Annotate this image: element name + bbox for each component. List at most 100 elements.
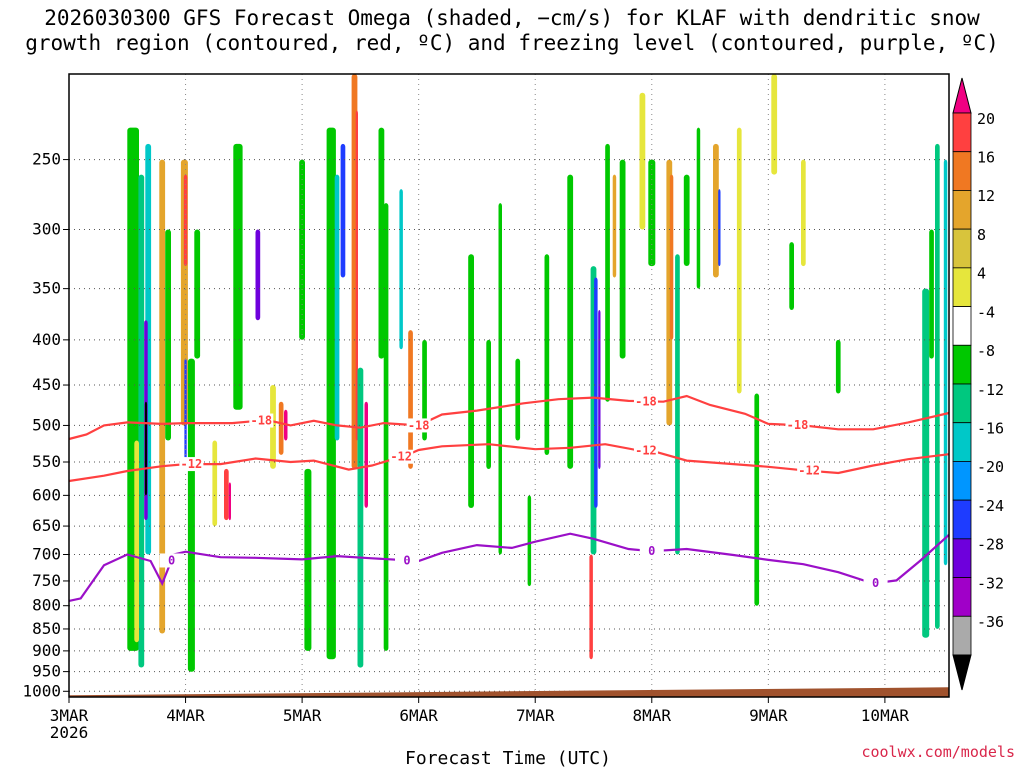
omega-streak-23: [326, 127, 336, 660]
y-tick-label-800: 800: [32, 596, 61, 615]
colorbar-swatch-3: [952, 190, 972, 230]
colorbar-label-0: 20: [977, 110, 995, 128]
colorbar-label-3: 8: [977, 226, 986, 244]
credit-text: coolwx.com/models: [861, 743, 1015, 761]
x-tick-label-4MAR: 4MAR: [166, 706, 205, 725]
colorbar-swatch-4: [952, 228, 972, 269]
omega-streak-17: [255, 229, 261, 321]
contour-line-0: [68, 532, 950, 602]
contour-label-bg-1-1: [389, 449, 414, 464]
omega-streak-55: [696, 127, 701, 289]
colorbar-label-6: -8: [977, 342, 995, 360]
colorbar-swatch-2: [952, 151, 972, 191]
x-tick-year: 2026: [50, 723, 89, 742]
y-tick-label-500: 500: [32, 415, 61, 434]
contours: -18 -18 -18 -18 -12 -12 -12 -12 0 0 0 0: [68, 394, 950, 602]
omega-streak-4: [144, 401, 148, 496]
contour-label-0-2: -18: [635, 394, 657, 408]
contour-label-2-0: 0: [168, 553, 175, 567]
colorbar-top-arrow: [952, 77, 972, 114]
x-tick-label-10MAR: 10MAR: [861, 706, 910, 725]
contour-label-bg-1-2: [633, 443, 658, 458]
contour-label-2-1: 0: [403, 553, 410, 567]
y-tick-label-1000: 1000: [22, 681, 61, 700]
omega-streak-56: [713, 143, 719, 278]
y-tick-label-750: 750: [32, 571, 61, 590]
y-tick-label-600: 600: [32, 485, 61, 504]
omega-streak-38: [515, 358, 521, 441]
y-tick-label-850: 850: [32, 619, 61, 638]
colorbar-label-10: -24: [977, 497, 1004, 515]
colorbar-swatch-10: [952, 461, 972, 501]
colorbar-bottom-arrow: [952, 654, 972, 691]
omega-streak-60: [771, 74, 778, 175]
omega-streak-54: [683, 174, 690, 266]
omega-streak-9: [183, 174, 188, 266]
omega-streak-12: [194, 229, 201, 359]
omega-streak-27: [355, 110, 358, 441]
omega-streak-47: [612, 174, 617, 278]
contour-label-1-1: -12: [390, 450, 412, 464]
colorbar-swatch-5: [952, 267, 972, 307]
omega-streak-7: [165, 229, 171, 441]
colorbar-label-5: -4: [977, 303, 995, 321]
omega-streak-48: [619, 159, 626, 359]
y-tick-label-350: 350: [32, 279, 61, 298]
omega-streak-57: [718, 189, 721, 267]
contour-label-bg-2-0: [159, 553, 184, 568]
colorbar-label-2: 12: [977, 187, 995, 205]
y-tick-label-250: 250: [32, 150, 61, 169]
omega-streak-46: [605, 143, 610, 402]
grid: [68, 74, 949, 697]
omega-streak-1: [138, 174, 145, 668]
omega-streak-19: [278, 401, 284, 455]
y-tick-label-400: 400: [32, 330, 61, 349]
omega-streak-28: [357, 367, 364, 668]
omega-streak-62: [801, 159, 806, 267]
contour-label-bg-2-2: [639, 544, 664, 559]
x-tick-label-3MAR: 3MAR: [50, 706, 89, 725]
omega-streak-50: [648, 159, 656, 267]
omega-streak-52: [669, 174, 674, 340]
contour-label-bg-2-1: [395, 553, 420, 568]
contour-label-0-0: -18: [250, 414, 272, 428]
omega-streak-29: [364, 401, 368, 508]
colorbar-label-4: 4: [977, 265, 986, 283]
contour-line--18: [68, 394, 950, 441]
omega-streak-13: [212, 440, 218, 527]
omega-streak-15: [228, 482, 231, 521]
contour-label-bg-0-2: [633, 394, 658, 409]
omega-streak-41: [567, 174, 574, 469]
y-tick-label-300: 300: [32, 220, 61, 239]
colorbar-swatch-9: [952, 422, 972, 462]
omega-streak-32: [399, 189, 403, 350]
omega-streak-49: [639, 92, 646, 230]
contour-label-bg-0-3: [785, 418, 810, 433]
omega-streak-64: [922, 288, 930, 638]
colorbar-swatch-1: [952, 112, 972, 153]
omega-streak-58: [736, 127, 742, 394]
contour-label-0-1: -18: [408, 418, 430, 432]
omega-streak-30: [378, 127, 385, 359]
contour-label-2-2: 0: [648, 544, 655, 558]
colorbar-label-8: -16: [977, 420, 1004, 438]
omega-streak-44: [598, 310, 601, 469]
contour-label-0-3: -18: [787, 418, 809, 432]
y-tick-label-700: 700: [32, 544, 61, 563]
omega-streak-45: [589, 554, 593, 660]
omega-streak-24: [334, 174, 340, 441]
x-tick-label-8MAR: 8MAR: [633, 706, 672, 725]
omega-streak-14: [224, 468, 229, 521]
omega-streak-61: [789, 242, 794, 310]
y-tick-label-650: 650: [32, 516, 61, 535]
y-tick-label-900: 900: [32, 641, 61, 660]
colorbar: 20 16 12 8 4 -4 -8 -12 -16 -20 -24 -28 -32 -36: [952, 77, 1004, 691]
contour-label-2-3: 0: [872, 576, 879, 590]
colorbar-swatch-7: [952, 344, 972, 385]
axes: 250 300 350 400 450 500 550 600 650 700 750 800 850 9…: [22, 73, 950, 742]
omega-streak-6: [159, 159, 166, 634]
omega-streak-34: [422, 339, 427, 441]
colorbar-label-9: -20: [977, 458, 1004, 476]
contour-label-bg-1-3: [797, 463, 822, 478]
